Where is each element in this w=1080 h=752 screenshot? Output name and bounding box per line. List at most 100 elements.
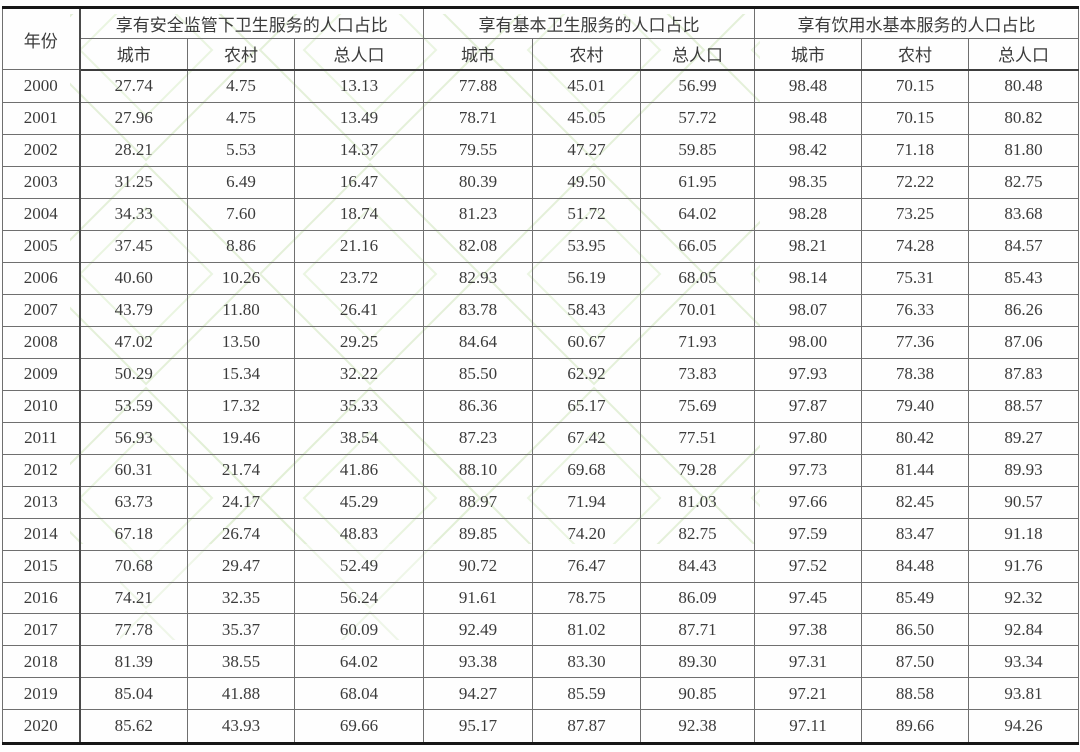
value-cell: 75.69	[640, 389, 756, 423]
value-cell: 80.39	[423, 165, 534, 199]
value-cell: 56.93	[79, 421, 188, 455]
value-cell: 8.86	[187, 229, 295, 263]
year-cell: 2003	[2, 165, 81, 199]
value-cell: 32.35	[187, 581, 295, 615]
year-cell: 2012	[2, 453, 81, 487]
value-cell: 11.80	[187, 293, 295, 327]
value-cell: 56.99	[640, 69, 756, 103]
value-cell: 82.75	[640, 517, 756, 551]
value-cell: 84.43	[640, 549, 756, 583]
value-cell: 71.93	[640, 325, 756, 359]
value-cell: 34.33	[79, 197, 188, 231]
table-row: 2011 56.93 19.46 38.54 87.23 67.42 77.51 97.80 8…	[2, 421, 1080, 455]
value-cell: 92.49	[423, 613, 534, 647]
year-cell: 2013	[2, 485, 81, 519]
value-cell: 13.49	[293, 101, 425, 135]
year-cell: 2016	[2, 581, 81, 615]
table-row: 2002 28.21 5.53 14.37 79.55 47.27 59.85 98.42 71…	[2, 133, 1080, 167]
value-cell: 83.47	[861, 517, 970, 551]
subheader-urban: 城市	[79, 38, 188, 71]
value-cell: 4.75	[187, 101, 295, 135]
value-cell: 93.38	[423, 645, 534, 679]
value-cell: 97.11	[754, 709, 863, 744]
group-header-basic-sanitation: 享有基本卫生服务的人口占比	[423, 7, 756, 39]
value-cell: 88.10	[423, 453, 534, 487]
value-cell: 97.38	[754, 613, 863, 647]
value-cell: 47.02	[79, 325, 188, 359]
value-cell: 97.59	[754, 517, 863, 551]
value-cell: 87.71	[640, 613, 756, 647]
value-cell: 89.85	[423, 517, 534, 551]
value-cell: 83.68	[968, 197, 1080, 231]
value-cell: 98.21	[754, 229, 863, 263]
value-cell: 26.41	[293, 293, 425, 327]
table-row: 2014 67.18 26.74 48.83 89.85 74.20 82.75 97.59 8…	[2, 517, 1080, 551]
value-cell: 16.47	[293, 165, 425, 199]
year-cell: 2010	[2, 389, 81, 423]
value-cell: 91.61	[423, 581, 534, 615]
value-cell: 87.23	[423, 421, 534, 455]
year-cell: 2019	[2, 677, 81, 711]
value-cell: 88.57	[968, 389, 1080, 423]
year-cell: 2002	[2, 133, 81, 167]
value-cell: 18.74	[293, 197, 425, 231]
value-cell: 41.86	[293, 453, 425, 487]
value-cell: 56.24	[293, 581, 425, 615]
year-cell: 2008	[2, 325, 81, 359]
value-cell: 81.39	[79, 645, 188, 679]
value-cell: 40.60	[79, 261, 188, 295]
value-cell: 93.34	[968, 645, 1080, 679]
value-cell: 53.59	[79, 389, 188, 423]
subheader-rural: 农村	[532, 38, 642, 71]
value-cell: 82.08	[423, 229, 534, 263]
year-column-header: 年份	[2, 7, 81, 70]
value-cell: 70.68	[79, 549, 188, 583]
value-cell: 60.09	[293, 613, 425, 647]
value-cell: 71.18	[861, 133, 970, 167]
year-cell: 2017	[2, 613, 81, 647]
value-cell: 82.45	[861, 485, 970, 519]
table-row: 2015 70.68 29.47 52.49 90.72 76.47 84.43 97.52 8…	[2, 549, 1080, 583]
value-cell: 75.31	[861, 261, 970, 295]
value-cell: 86.36	[423, 389, 534, 423]
value-cell: 77.51	[640, 421, 756, 455]
value-cell: 85.04	[79, 677, 188, 711]
value-cell: 77.78	[79, 613, 188, 647]
value-cell: 73.83	[640, 357, 756, 391]
value-cell: 71.94	[532, 485, 642, 519]
value-cell: 81.03	[640, 485, 756, 519]
value-cell: 89.66	[861, 709, 970, 744]
value-cell: 97.80	[754, 421, 863, 455]
value-cell: 89.93	[968, 453, 1080, 487]
value-cell: 94.26	[968, 709, 1080, 744]
value-cell: 45.01	[532, 69, 642, 103]
value-cell: 85.62	[79, 709, 188, 744]
value-cell: 69.68	[532, 453, 642, 487]
table-row: 2008 47.02 13.50 29.25 84.64 60.67 71.93 98.00 7…	[2, 325, 1080, 359]
value-cell: 77.88	[423, 69, 534, 103]
value-cell: 51.72	[532, 197, 642, 231]
value-cell: 49.50	[532, 165, 642, 199]
year-cell: 2001	[2, 101, 81, 135]
value-cell: 87.83	[968, 357, 1080, 391]
value-cell: 14.37	[293, 133, 425, 167]
table-row: 2012 60.31 21.74 41.86 88.10 69.68 79.28 97.73 8…	[2, 453, 1080, 487]
value-cell: 59.85	[640, 133, 756, 167]
year-cell: 2020	[2, 709, 81, 744]
value-cell: 38.55	[187, 645, 295, 679]
subheader-row: 城市 农村 总人口 城市 农村 总人口 城市 农村 总人口	[3, 38, 1080, 71]
value-cell: 19.46	[187, 421, 295, 455]
value-cell: 90.72	[423, 549, 534, 583]
value-cell: 88.97	[423, 485, 534, 519]
value-cell: 67.42	[532, 421, 642, 455]
table-row: 2007 43.79 11.80 26.41 83.78 58.43 70.01 98.07 7…	[2, 293, 1080, 327]
value-cell: 15.34	[187, 357, 295, 391]
value-cell: 67.18	[79, 517, 188, 551]
value-cell: 90.57	[968, 485, 1080, 519]
subheader-total: 总人口	[640, 38, 756, 71]
value-cell: 24.17	[187, 485, 295, 519]
value-cell: 62.92	[532, 357, 642, 391]
value-cell: 73.25	[861, 197, 970, 231]
table-header: 年份 享有安全监管下卫生服务的人口占比 享有基本卫生服务的人口占比 享有饮用水基…	[2, 7, 1080, 71]
